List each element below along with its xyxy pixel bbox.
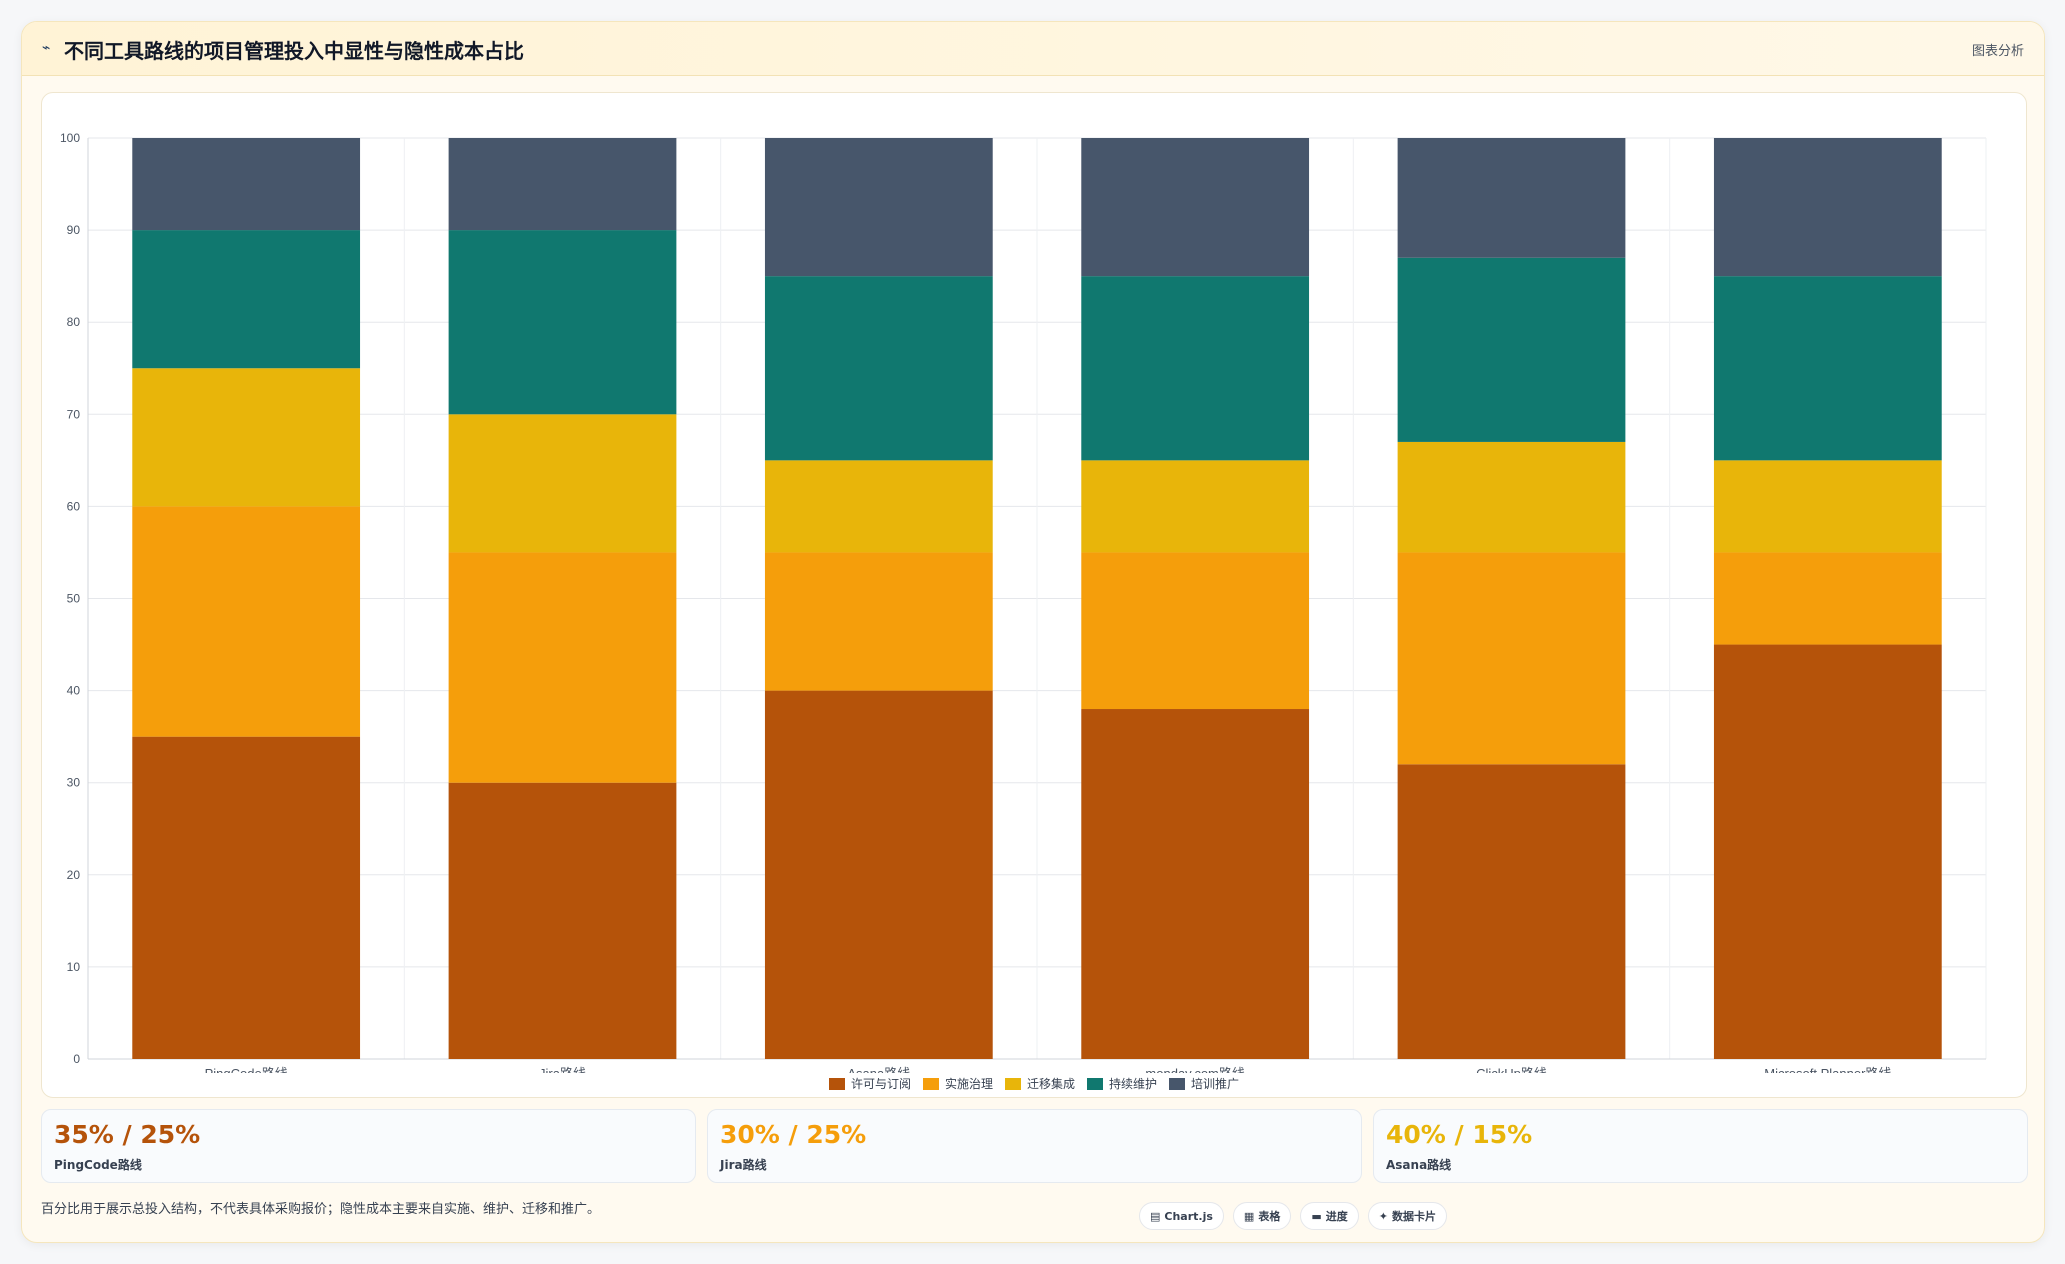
y-tick-label: 20 <box>67 868 81 882</box>
y-tick-label: 60 <box>67 499 81 513</box>
bar-segment <box>1397 138 1626 258</box>
footnote: 百分比用于展示总投入结构，不代表具体采购报价；隐性成本主要来自实施、维护、迁移和… <box>41 1202 601 1217</box>
x-tick-label: ClickUp路线 <box>1476 1066 1547 1073</box>
table-icon: ▦ <box>1243 1209 1255 1223</box>
card-value: 30% / 25% <box>720 1120 867 1149</box>
legend-swatch <box>922 1077 939 1090</box>
bar-segment <box>1081 709 1310 1059</box>
card-label: Jira路线 <box>720 1158 767 1172</box>
chart-legend: 许可与订阅 实施治理 迁移集成 持续维护 培训推广 <box>42 1075 2026 1092</box>
y-tick-label: 80 <box>67 315 81 329</box>
bar-segment <box>764 138 993 277</box>
bar-segment <box>1397 764 1626 1059</box>
bar-segment <box>764 276 993 461</box>
bar-segment <box>448 138 677 231</box>
chart-frame: ⌁ 不同工具路线的项目管理投入中显性与隐性成本占比 图表分析 0 10 20 30 40… <box>21 21 2045 1243</box>
progress-icon: ▬ <box>1311 1209 1322 1223</box>
x-tick-label: Jira路线 <box>539 1066 586 1073</box>
card-icon: ✦ <box>1378 1209 1388 1223</box>
bar-segment <box>1397 552 1626 765</box>
x-tick-label: PingCode路线 <box>205 1066 288 1073</box>
card-label: Asana路线 <box>1386 1158 1452 1172</box>
legend-label: 持续维护 <box>1109 1077 1158 1091</box>
y-tick-label: 10 <box>67 960 81 974</box>
bar-segment <box>1713 644 1942 1059</box>
chip-progress[interactable]: ▬ 进度 <box>1300 1202 1359 1230</box>
bar-segment <box>764 552 993 691</box>
legend-item[interactable]: 迁移集成 <box>1004 1075 1075 1092</box>
chip-label: 进度 <box>1325 1210 1348 1223</box>
legend-label: 迁移集成 <box>1026 1077 1075 1091</box>
bar-segment <box>1081 460 1310 553</box>
y-tick-label: 90 <box>67 223 81 237</box>
bar-segment <box>132 368 361 507</box>
chip-label: 数据卡片 <box>1391 1210 1436 1223</box>
legend-swatch <box>1169 1077 1186 1090</box>
bar-segment <box>1713 276 1942 461</box>
bar-segment <box>132 138 361 231</box>
legend-item[interactable]: 许可与订阅 <box>828 1075 911 1092</box>
bar-segment <box>1081 552 1310 710</box>
x-tick-label: Asana路线 <box>847 1066 910 1073</box>
chip-table[interactable]: ▦ 表格 <box>1232 1202 1292 1230</box>
chip-chartjs[interactable]: ▤ Chart.js <box>1139 1202 1224 1230</box>
chart-panel: 0 10 20 30 40 50 60 70 80 90 100 PingCode路线 Jira路线 As… <box>41 92 2027 1098</box>
y-tick-label: 0 <box>73 1052 80 1066</box>
bar-segment <box>1713 138 1942 277</box>
summary-cards: 35% / 25% PingCode路线 30% / 25% Jira路线 40… <box>41 1109 2028 1183</box>
bar-segment <box>764 460 993 553</box>
summary-card-asana: 40% / 15% Asana路线 <box>1373 1109 2028 1183</box>
y-tick-label: 70 <box>67 407 81 421</box>
bar-segment <box>1713 552 1942 645</box>
legend-swatch <box>828 1077 845 1090</box>
bar-segment <box>1081 276 1310 461</box>
bar-segment <box>132 736 361 1059</box>
bar-segment <box>1397 257 1626 442</box>
bar-segment <box>1713 460 1942 553</box>
bar-segment <box>448 552 677 783</box>
view-chips: ▤ Chart.js ▦ 表格 ▬ 进度 ✦ 数据卡片 <box>1139 1202 1447 1230</box>
bar-segment <box>132 506 361 737</box>
legend-swatch <box>1087 1077 1103 1090</box>
stacked-bar-chart: 0 10 20 30 40 50 60 70 80 90 100 PingCode路线 Jira路线 As… <box>60 131 1987 1073</box>
legend-label: 培训推广 <box>1191 1077 1240 1091</box>
bar-segment <box>132 230 361 369</box>
x-tick-label: Microsoft Planner路线 <box>1764 1066 1891 1073</box>
y-tick-label: 100 <box>60 131 80 145</box>
card-value: 35% / 25% <box>54 1120 201 1149</box>
chart-analysis-link[interactable]: 图表分析 <box>1971 44 2024 59</box>
legend-swatch <box>1004 1077 1021 1090</box>
chip-data-card[interactable]: ✦ 数据卡片 <box>1367 1202 1447 1230</box>
summary-card-pingcode: 35% / 25% PingCode路线 <box>41 1109 696 1183</box>
legend-item[interactable]: 实施治理 <box>922 1075 993 1092</box>
bar-segment <box>448 414 677 553</box>
bar-segment <box>1081 138 1310 277</box>
legend-label: 许可与订阅 <box>850 1077 911 1091</box>
page-title: 不同工具路线的项目管理投入中显性与隐性成本占比 <box>64 39 524 63</box>
summary-card-jira: 30% / 25% Jira路线 <box>707 1109 1362 1183</box>
x-tick-label: monday.com路线 <box>1145 1066 1244 1073</box>
card-label: PingCode路线 <box>54 1158 142 1172</box>
chip-label: Chart.js <box>1164 1209 1213 1223</box>
chart-icon: ▤ <box>1150 1209 1161 1223</box>
bar-segment <box>448 230 677 415</box>
legend-item[interactable]: 持续维护 <box>1087 1075 1157 1092</box>
y-tick-label: 50 <box>67 592 81 606</box>
chip-label: 表格 <box>1258 1210 1281 1223</box>
bar-segment <box>448 782 677 1059</box>
header: ⌁ 不同工具路线的项目管理投入中显性与隐性成本占比 图表分析 <box>22 22 2044 76</box>
y-tick-label: 30 <box>67 776 81 790</box>
chart-line-icon: ⌁ <box>42 40 51 56</box>
y-tick-label: 40 <box>67 684 81 698</box>
card-value: 40% / 15% <box>1386 1120 1533 1149</box>
legend-item[interactable]: 培训推广 <box>1169 1075 1239 1092</box>
bar-segment <box>764 690 993 1059</box>
bar-segment <box>1397 441 1626 553</box>
legend-label: 实施治理 <box>944 1077 993 1091</box>
